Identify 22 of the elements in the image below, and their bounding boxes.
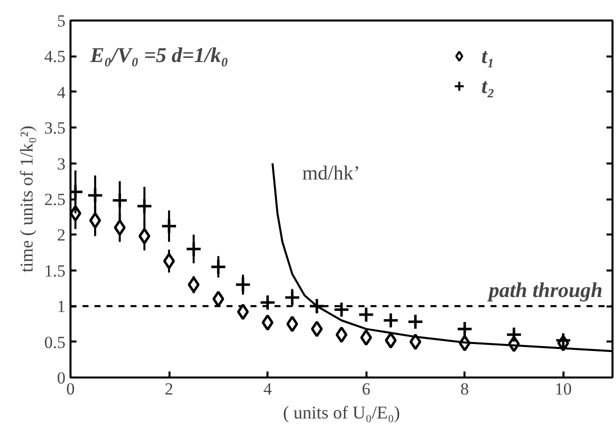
x-tick-label: 6: [362, 380, 370, 398]
y-tick-label: 4.5: [44, 47, 66, 66]
y-tick-label: 1.5: [44, 261, 66, 280]
series-label: md/hk’: [302, 162, 360, 185]
annotation: E₀/V₀ =5 d=1/k₀: [89, 42, 228, 67]
y-tick-label: 0.5: [44, 332, 66, 352]
ref-line-label: path through: [486, 278, 603, 302]
y-tick-label: 5: [57, 12, 66, 30]
y-tick-label: 4: [57, 82, 66, 102]
y-tick-label: 1: [57, 297, 66, 316]
y-tick-label: 3: [57, 154, 66, 174]
legend-label: t₁: [481, 44, 495, 68]
x-tick-label: 8: [460, 380, 469, 398]
y-tick-label: 3.5: [44, 118, 66, 138]
legend-label: t₂: [481, 74, 495, 98]
x-tick-label: 2: [164, 380, 174, 398]
y-tick-label: 2.5: [44, 190, 66, 209]
x-axis-title: ( units of U₀/E₀): [282, 402, 400, 422]
x-tick-label: 10: [554, 380, 572, 398]
y-tick-label: 2: [57, 226, 66, 245]
x-tick-label: 4: [263, 380, 272, 398]
y-axis-title: time ( units of 1/k₀²): [16, 126, 36, 272]
